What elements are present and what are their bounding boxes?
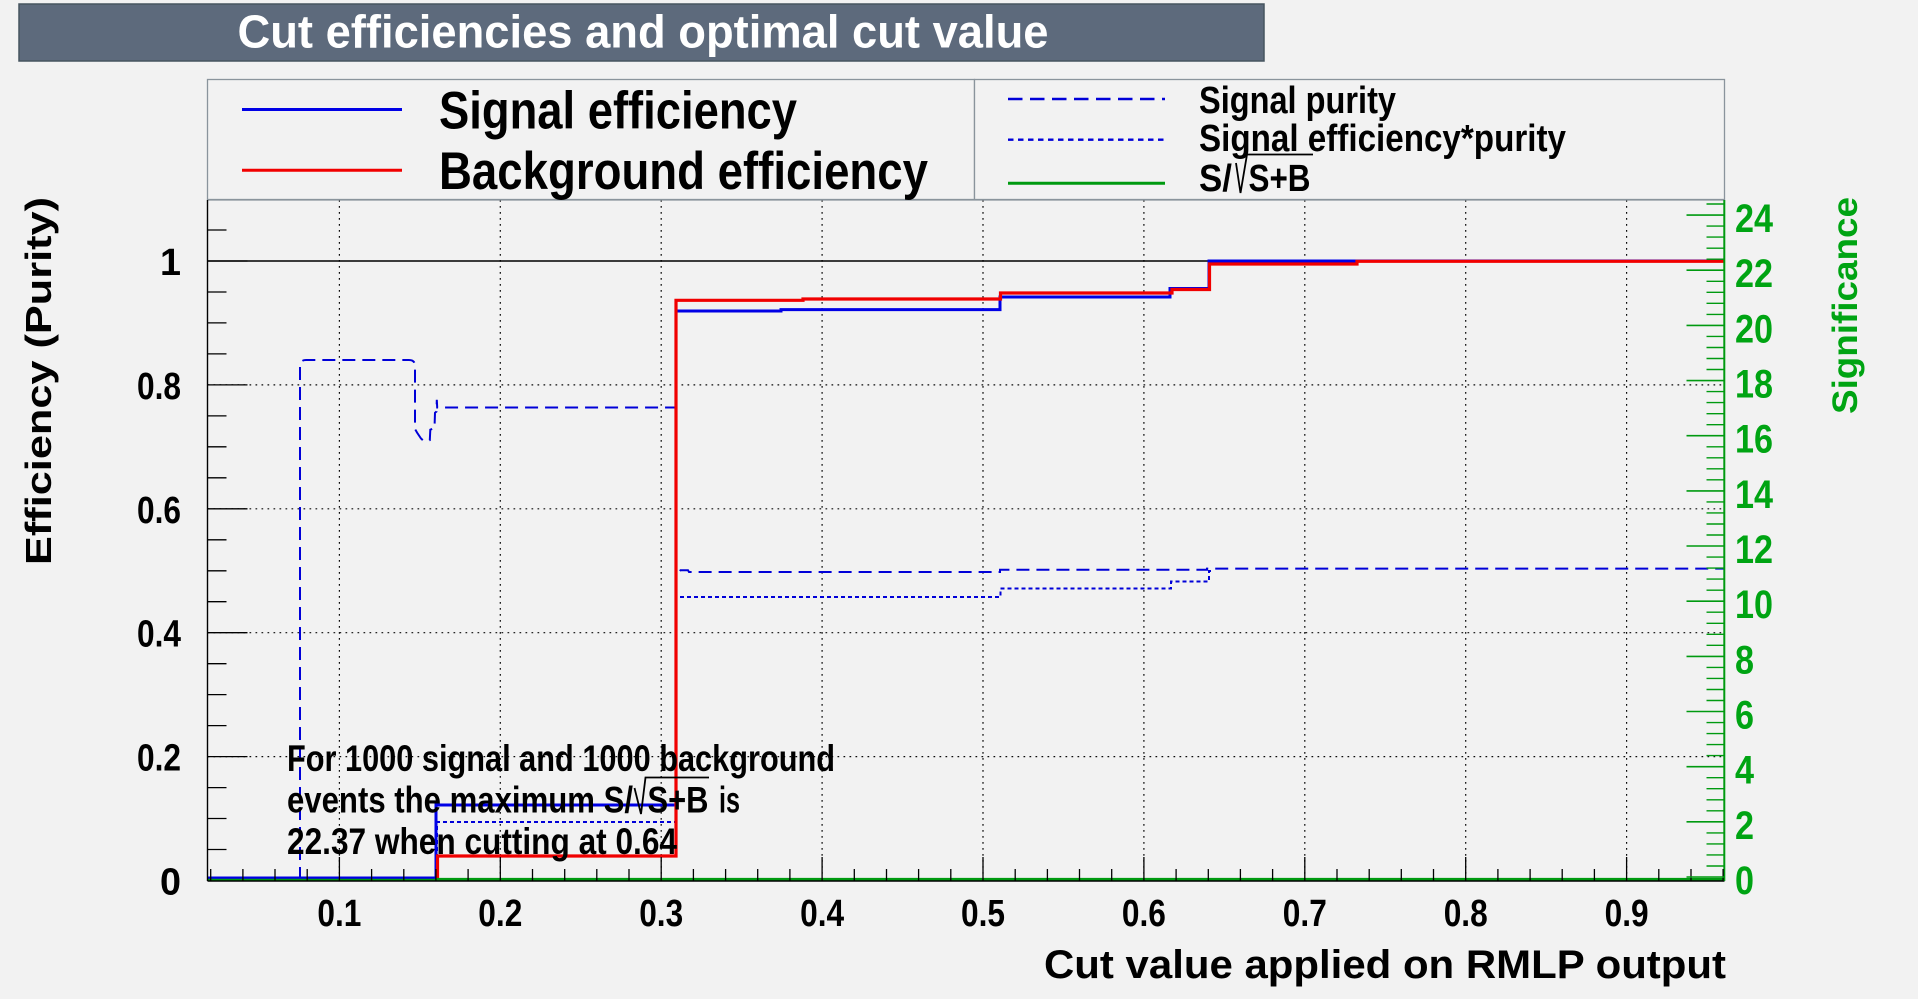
svg-text:Signal efficiency*purity: Signal efficiency*purity	[1199, 118, 1566, 160]
svg-text:Significance: Significance	[1826, 197, 1865, 414]
svg-text:22.37 when cutting at 0.64: 22.37 when cutting at 0.64	[287, 821, 677, 862]
svg-text:is: is	[719, 779, 740, 820]
svg-text:0.6: 0.6	[137, 490, 181, 532]
svg-text:0.2: 0.2	[137, 738, 181, 780]
svg-text:18: 18	[1735, 363, 1773, 407]
svg-text:0.4: 0.4	[800, 893, 844, 935]
svg-text:0.8: 0.8	[137, 366, 181, 408]
svg-text:0.1: 0.1	[317, 893, 361, 935]
svg-text:For 1000 signal and 1000 backg: For 1000 signal and 1000 background	[287, 738, 835, 779]
svg-text:16: 16	[1735, 418, 1773, 462]
svg-text:1: 1	[160, 242, 181, 284]
svg-text:Signal purity: Signal purity	[1199, 80, 1396, 122]
svg-text:0.8: 0.8	[1444, 893, 1488, 935]
svg-text:14: 14	[1735, 473, 1774, 517]
svg-text:S+B: S+B	[648, 779, 709, 820]
svg-text:0.7: 0.7	[1283, 893, 1327, 935]
svg-text:0.5: 0.5	[961, 893, 1005, 935]
svg-text:10: 10	[1735, 583, 1773, 627]
svg-text:Background efficiency: Background efficiency	[439, 142, 928, 201]
svg-text:6: 6	[1735, 694, 1754, 738]
svg-text:0.3: 0.3	[639, 893, 683, 935]
svg-text:0: 0	[160, 862, 181, 904]
svg-text:22: 22	[1735, 252, 1773, 296]
svg-text:0.2: 0.2	[478, 893, 522, 935]
svg-text:4: 4	[1735, 749, 1755, 793]
svg-text:0.4: 0.4	[137, 614, 181, 656]
svg-text:Cut efficiencies and optimal c: Cut efficiencies and optimal cut value	[238, 6, 1049, 58]
svg-text:events the maximum S/: events the maximum S/	[287, 779, 633, 820]
svg-text:S/: S/	[1199, 158, 1232, 200]
svg-text:24: 24	[1735, 197, 1774, 241]
svg-text:2: 2	[1735, 804, 1754, 848]
svg-text:20: 20	[1735, 307, 1773, 351]
svg-text:8: 8	[1735, 638, 1754, 682]
svg-text:12: 12	[1735, 528, 1773, 572]
svg-text:0: 0	[1735, 859, 1754, 903]
svg-text:Signal efficiency: Signal efficiency	[439, 82, 797, 141]
svg-text:0.6: 0.6	[1122, 893, 1166, 935]
svg-text:Efficiency (Purity): Efficiency (Purity)	[18, 197, 59, 565]
svg-text:Cut value applied on RMLP outp: Cut value applied on RMLP output	[1044, 943, 1726, 987]
svg-text:S+B: S+B	[1249, 158, 1311, 200]
svg-text:0.9: 0.9	[1605, 893, 1649, 935]
